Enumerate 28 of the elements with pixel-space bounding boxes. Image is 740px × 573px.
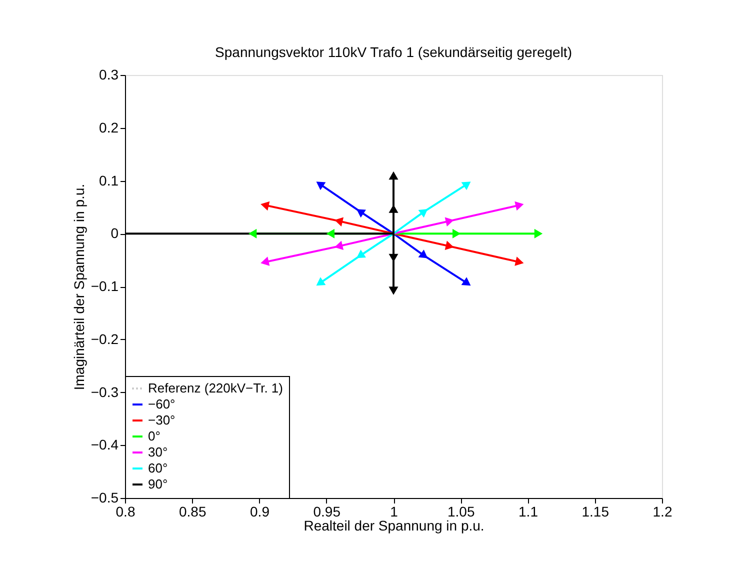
y-tick-label: −0.1 <box>90 278 119 294</box>
y-tick-label: 0.3 <box>99 66 119 82</box>
y-tick-label: 0 <box>110 225 119 242</box>
y-tick-label: −0.2 <box>90 330 119 347</box>
legend-label: Referenz (220kV−Tr. 1) <box>148 380 283 396</box>
x-tick-label: 1.1 <box>518 504 538 520</box>
y-tick-label: −0.3 <box>90 384 119 400</box>
x-tick-label: 1 <box>390 504 398 520</box>
x-tick-label: 0.95 <box>313 504 341 520</box>
x-axis-title: Realteil der Spannung in p.u. <box>304 518 484 534</box>
x-tick-label: 0.8 <box>116 504 136 520</box>
y-tick-label: −0.4 <box>90 436 119 453</box>
y-tick-label: −0.5 <box>90 490 119 506</box>
chart-title: Spannungsvektor 110kV Trafo 1 (sekundärseitig geregelt) <box>215 44 572 60</box>
x-tick-label: 1.15 <box>582 504 610 520</box>
legend-label: −60° <box>148 396 176 412</box>
legend-label: −30° <box>148 412 176 428</box>
legend-label: 30° <box>148 444 168 460</box>
y-tick-label: 0.1 <box>99 172 119 188</box>
x-tick-label: 1.05 <box>448 504 475 520</box>
x-tick-label: 1.2 <box>652 504 672 520</box>
legend-label: 90° <box>148 476 168 492</box>
legend-label: 0° <box>148 428 160 444</box>
x-tick-label: 0.85 <box>179 504 206 520</box>
y-tick-label: 0.2 <box>99 119 119 136</box>
y-axis-title: Imaginärteil der Spannung in p.u. <box>70 184 87 390</box>
legend-label: 60° <box>148 460 168 476</box>
x-tick-label: 0.9 <box>250 504 270 520</box>
